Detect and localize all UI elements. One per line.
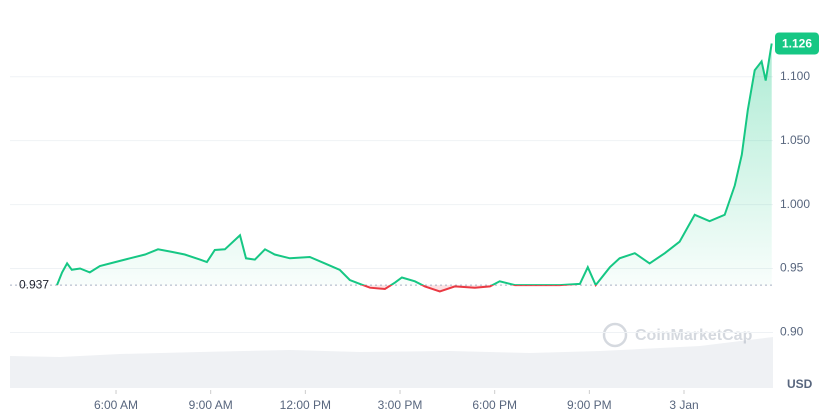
current-price-label: 1.126 [782,37,812,51]
y-tick-label: 0.90 [780,325,804,339]
area-above [57,43,772,286]
x-tick-label: 12:00 PM [280,398,331,412]
y-tick-label: 1.050 [780,133,810,147]
price-line-down [57,285,597,293]
y-tick-label: 1.000 [780,197,810,211]
reference-label: 0.937 [19,277,49,291]
y-tick-label: 0.95 [780,261,804,275]
x-tick-label: 9:00 AM [189,398,233,412]
watermark: CoinMarketCap [602,322,753,348]
price-line-up [56,43,773,286]
y-tick-label: 1.100 [780,69,810,83]
x-tick-label: 3 Jan [669,398,698,412]
x-tick-label: 3:00 PM [378,398,423,412]
volume-area [10,337,773,388]
x-tick-label: 6:00 AM [94,398,138,412]
y-unit: USD [787,377,813,391]
x-tick-label: 6:00 PM [472,398,517,412]
watermark-text: CoinMarketCap [635,327,753,344]
current-price-tag [775,32,819,55]
x-tick-label: 9:00 PM [567,398,612,412]
